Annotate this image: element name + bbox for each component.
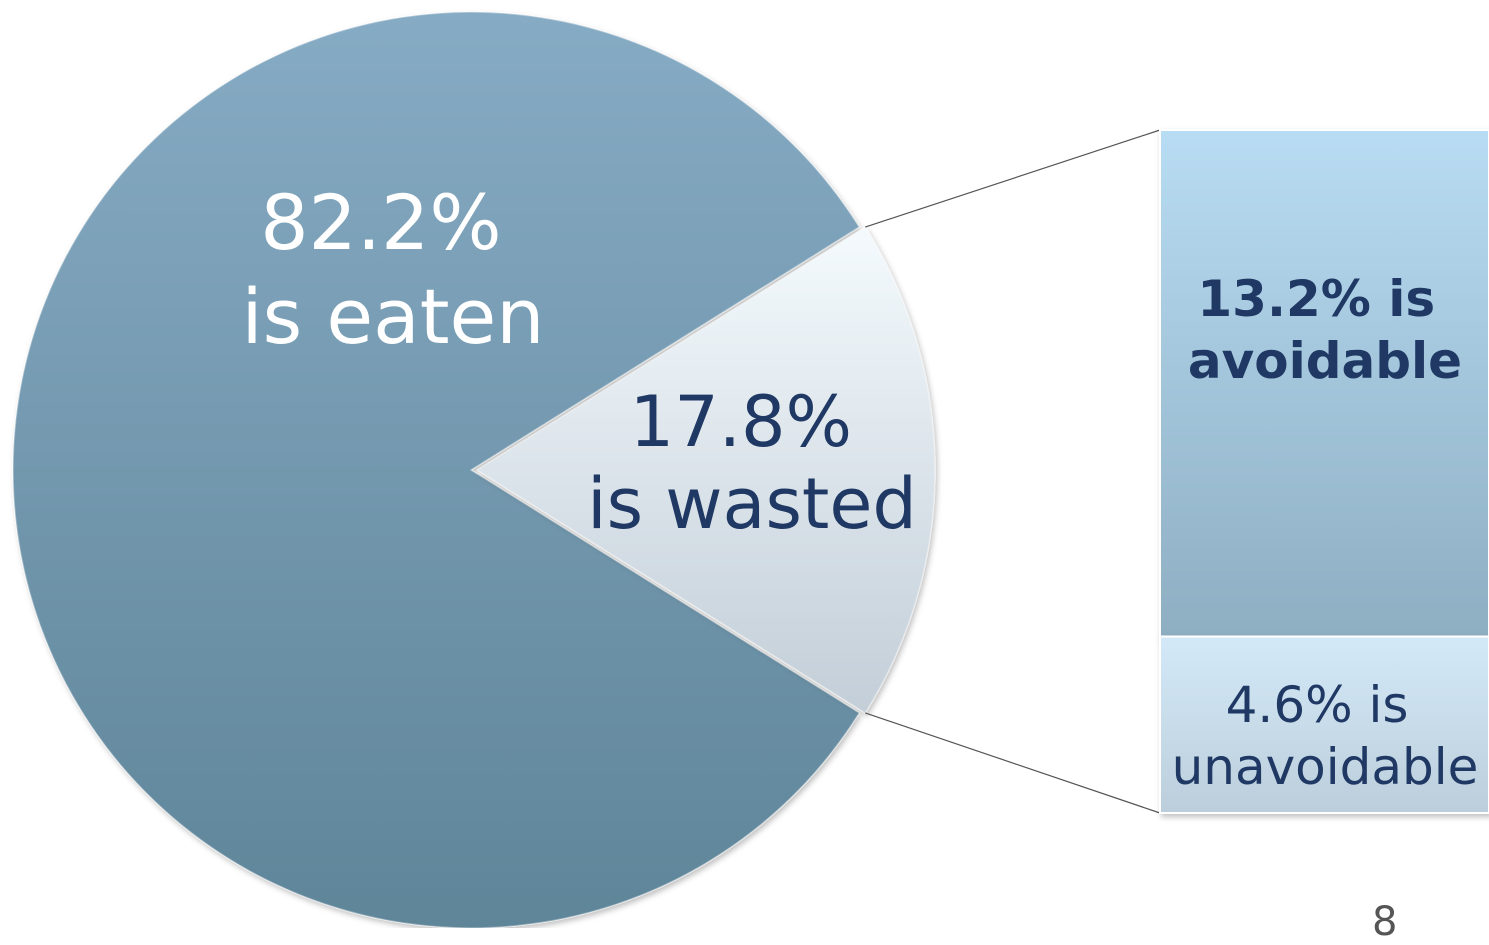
bar-label-avoidable-line2: avoidable — [1188, 332, 1462, 390]
pie-slice-eaten — [12, 11, 861, 929]
bar-segment-unavoidable — [1159, 635, 1489, 814]
page-number: 8 — [1372, 899, 1398, 945]
bar-segment-avoidable — [1159, 129, 1489, 638]
slice-label-wasted-line1: 17.8% — [630, 381, 852, 463]
pie-slice-wasted — [475, 225, 936, 715]
slice-label-eaten-line2: is eaten — [242, 272, 545, 361]
slice-label-eaten: 82.2% is eaten — [242, 178, 545, 361]
breakdown-bar — [1159, 129, 1489, 814]
connector-line-bottom — [865, 712, 1161, 814]
slice-label-wasted-line2: is wasted — [587, 463, 917, 545]
connector-line-top — [865, 129, 1161, 228]
bar-label-unavoidable-line1: 4.6% is — [1226, 676, 1409, 734]
bar-label-unavoidable: 4.6% is unavoidable — [1172, 676, 1479, 796]
connector-lines — [865, 129, 1161, 814]
pie-group — [12, 11, 936, 929]
bar-label-avoidable-line1: 13.2% is — [1197, 270, 1435, 328]
bar-label-unavoidable-line2: unavoidable — [1172, 738, 1479, 796]
slice-label-eaten-line1: 82.2% — [260, 178, 501, 267]
bar-label-avoidable: 13.2% is avoidable — [1188, 270, 1462, 390]
slice-label-wasted: 17.8% is wasted — [587, 381, 917, 545]
